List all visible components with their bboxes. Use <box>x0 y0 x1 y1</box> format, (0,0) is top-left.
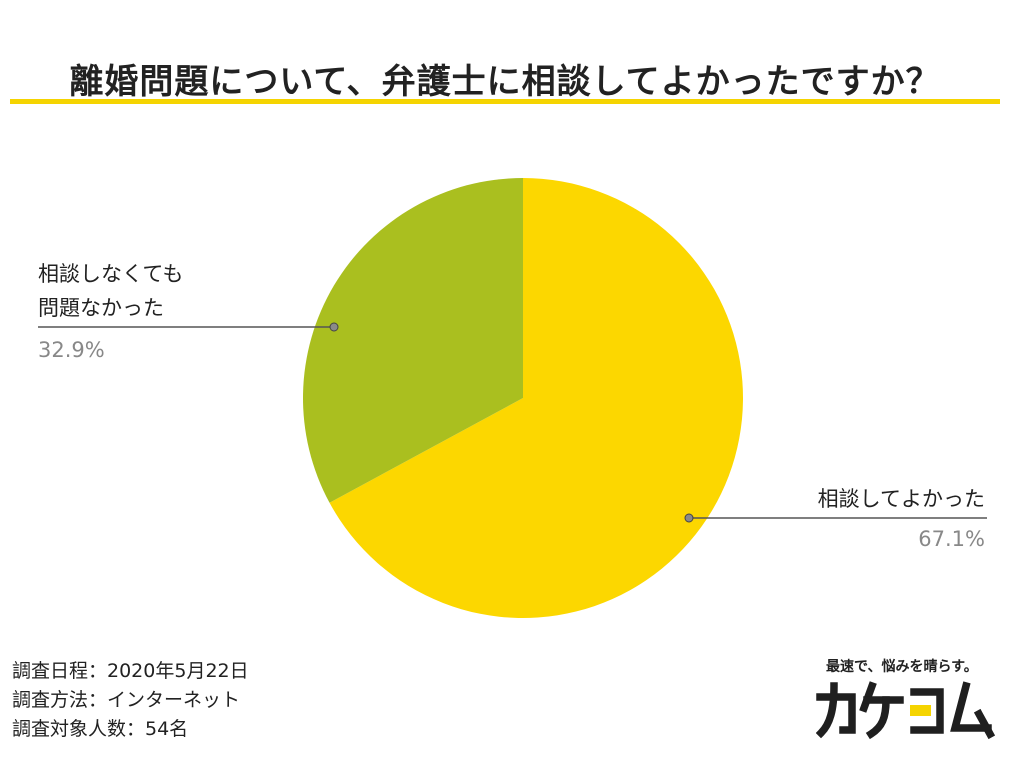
slice-label-nochange-line1: 相談しなくても <box>38 262 183 286</box>
pie-chart: 相談してよかった 67.1% 相談しなくても 問題なかった 32.9% <box>38 177 987 618</box>
slice-percent-good: 67.1% <box>918 527 985 551</box>
pie-slice-nochange <box>303 177 523 503</box>
survey-info: 調査日程：2020年5月22日 調査方法：インターネット 調査対象人数：54名 <box>12 657 249 744</box>
survey-date: 調査日程：2020年5月22日 <box>12 660 249 682</box>
pie-slice-good <box>329 178 744 618</box>
title-underline <box>10 99 1000 104</box>
slice-label-good: 相談してよかった <box>818 487 985 511</box>
chart-title: 離婚問題について、弁護士に相談してよかったですか？ <box>69 62 941 102</box>
leader-dot-nochange <box>329 322 339 332</box>
logo-accent <box>910 705 931 716</box>
brand-tagline: 最速で、悩みを晴らす。 <box>826 659 978 675</box>
pie-slices <box>303 177 744 618</box>
leader-dot-good <box>684 513 694 523</box>
kakecomu-logo <box>816 681 996 740</box>
survey-method: 調査方法：インターネット <box>12 689 241 711</box>
survey-target: 調査対象人数：54名 <box>12 718 189 740</box>
slice-percent-nochange: 32.9% <box>38 338 105 362</box>
slice-label-nochange-line2: 問題なかった <box>38 296 164 320</box>
